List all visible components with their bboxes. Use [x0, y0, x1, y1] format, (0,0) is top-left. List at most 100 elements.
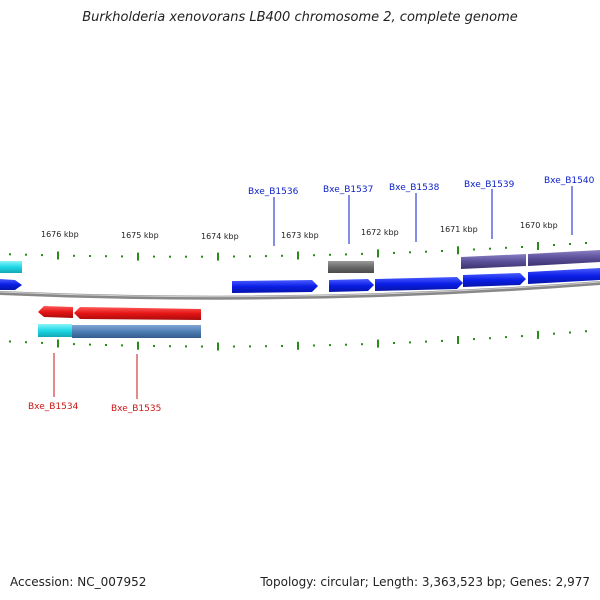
minor-tick [153, 255, 155, 258]
minor-tick [585, 330, 587, 333]
minor-tick [441, 250, 443, 252]
minor-tick [89, 255, 91, 257]
scale-label: 1676 kbp [41, 230, 79, 239]
minor-tick [9, 253, 11, 256]
major-tick [137, 252, 139, 261]
minor-tick [409, 251, 411, 254]
major-tick [57, 339, 59, 348]
minor-tick [313, 254, 315, 257]
gene-label-bxe-b1534[interactable]: Bxe_B1534 [28, 402, 79, 412]
major-tick [217, 252, 219, 261]
minor-tick [265, 345, 267, 348]
minor-tick [185, 345, 187, 348]
scale-label: 1674 kbp [201, 232, 239, 241]
minor-tick [249, 255, 251, 258]
minor-tick [569, 243, 571, 245]
major-tick [377, 339, 379, 348]
minor-tick [521, 335, 523, 338]
minor-tick [473, 338, 475, 341]
minor-tick [393, 342, 395, 344]
major-tick [297, 251, 299, 260]
minor-tick [73, 343, 75, 346]
scale-label: 1675 kbp [121, 231, 159, 240]
reverse-gene-arrow[interactable] [74, 307, 201, 320]
minor-tick [473, 248, 475, 251]
minor-tick [89, 343, 91, 346]
forward-gene-labels: Bxe_B1536 Bxe_B1537 Bxe_B1538 Bxe_B1539 … [248, 176, 595, 246]
minor-tick [169, 255, 171, 258]
major-tick [537, 242, 539, 250]
forward-gene-arrow[interactable] [232, 280, 318, 293]
minor-tick [345, 343, 347, 346]
major-tick [57, 251, 59, 260]
minor-tick [25, 253, 27, 256]
major-tick [457, 246, 459, 255]
genome-summary: Topology: circular; Length: 3,363,523 bp… [260, 575, 590, 589]
gene-label-bxe-b1535[interactable]: Bxe_B1535 [111, 404, 161, 414]
minor-tick [329, 253, 331, 256]
genome-title: Burkholderia xenovorans LB400 chromosome… [82, 10, 518, 25]
major-tick [137, 341, 139, 350]
major-tick [297, 341, 299, 350]
gene-label-bxe-b1538[interactable]: Bxe_B1538 [389, 183, 440, 193]
gene-label-bxe-b1539[interactable]: Bxe_B1539 [464, 180, 515, 190]
cyan-feature-forward[interactable] [0, 261, 22, 273]
forward-gene-arrow[interactable] [528, 268, 600, 284]
steelblue-feature[interactable] [72, 325, 201, 338]
forward-gene-arrow[interactable] [329, 279, 374, 292]
minor-tick [345, 253, 347, 256]
minor-tick [25, 341, 27, 344]
purple-feature[interactable] [461, 254, 526, 269]
accession-label: Accession: NC_007952 [10, 575, 147, 589]
cyan-feature-reverse[interactable] [38, 324, 72, 337]
minor-tick [569, 331, 571, 334]
minor-tick [425, 340, 427, 343]
gray-feature[interactable] [328, 261, 374, 273]
reverse-gene-arrow[interactable] [38, 306, 73, 318]
gene-label-bxe-b1537[interactable]: Bxe_B1537 [323, 185, 373, 195]
minor-tick [105, 255, 107, 258]
forward-gene-arrow[interactable] [0, 279, 22, 290]
minor-tick [233, 255, 235, 258]
minor-tick [425, 250, 427, 253]
minor-tick [313, 344, 315, 347]
minor-tick [521, 246, 523, 248]
major-tick [457, 336, 459, 344]
upper-scale-ticks [9, 242, 587, 261]
minor-tick [361, 343, 363, 346]
chromosome-backbone [0, 281, 600, 300]
minor-tick [489, 247, 491, 250]
minor-tick [105, 344, 107, 346]
minor-tick [553, 332, 555, 335]
minor-tick [41, 341, 43, 344]
minor-tick [185, 255, 187, 258]
minor-tick [41, 254, 43, 257]
scale-labels: 1676 kbp 1675 kbp 1674 kbp 1673 kbp 1672… [41, 221, 558, 241]
forward-gene-arrow[interactable] [375, 277, 463, 291]
purple-feature[interactable] [528, 250, 600, 266]
gene-label-bxe-b1536[interactable]: Bxe_B1536 [248, 187, 299, 197]
minor-tick [329, 344, 331, 347]
minor-tick [409, 341, 411, 344]
minor-tick [153, 345, 155, 347]
minor-tick [169, 345, 171, 348]
minor-tick [489, 337, 491, 340]
minor-tick [585, 242, 587, 244]
minor-tick [121, 344, 123, 347]
minor-tick [393, 251, 395, 254]
scale-label: 1670 kbp [520, 221, 558, 230]
gene-label-bxe-b1540[interactable]: Bxe_B1540 [544, 176, 595, 186]
minor-tick [233, 345, 235, 348]
reverse-gene-labels: Bxe_B1534 Bxe_B1535 [28, 353, 161, 414]
minor-tick [249, 345, 251, 348]
minor-tick [201, 345, 203, 348]
minor-tick [265, 255, 267, 258]
forward-gene-arrow[interactable] [463, 273, 526, 287]
scale-label: 1673 kbp [281, 231, 319, 240]
minor-tick [553, 244, 555, 246]
scale-label: 1671 kbp [440, 225, 478, 234]
major-tick [217, 342, 219, 351]
minor-tick [505, 336, 507, 339]
